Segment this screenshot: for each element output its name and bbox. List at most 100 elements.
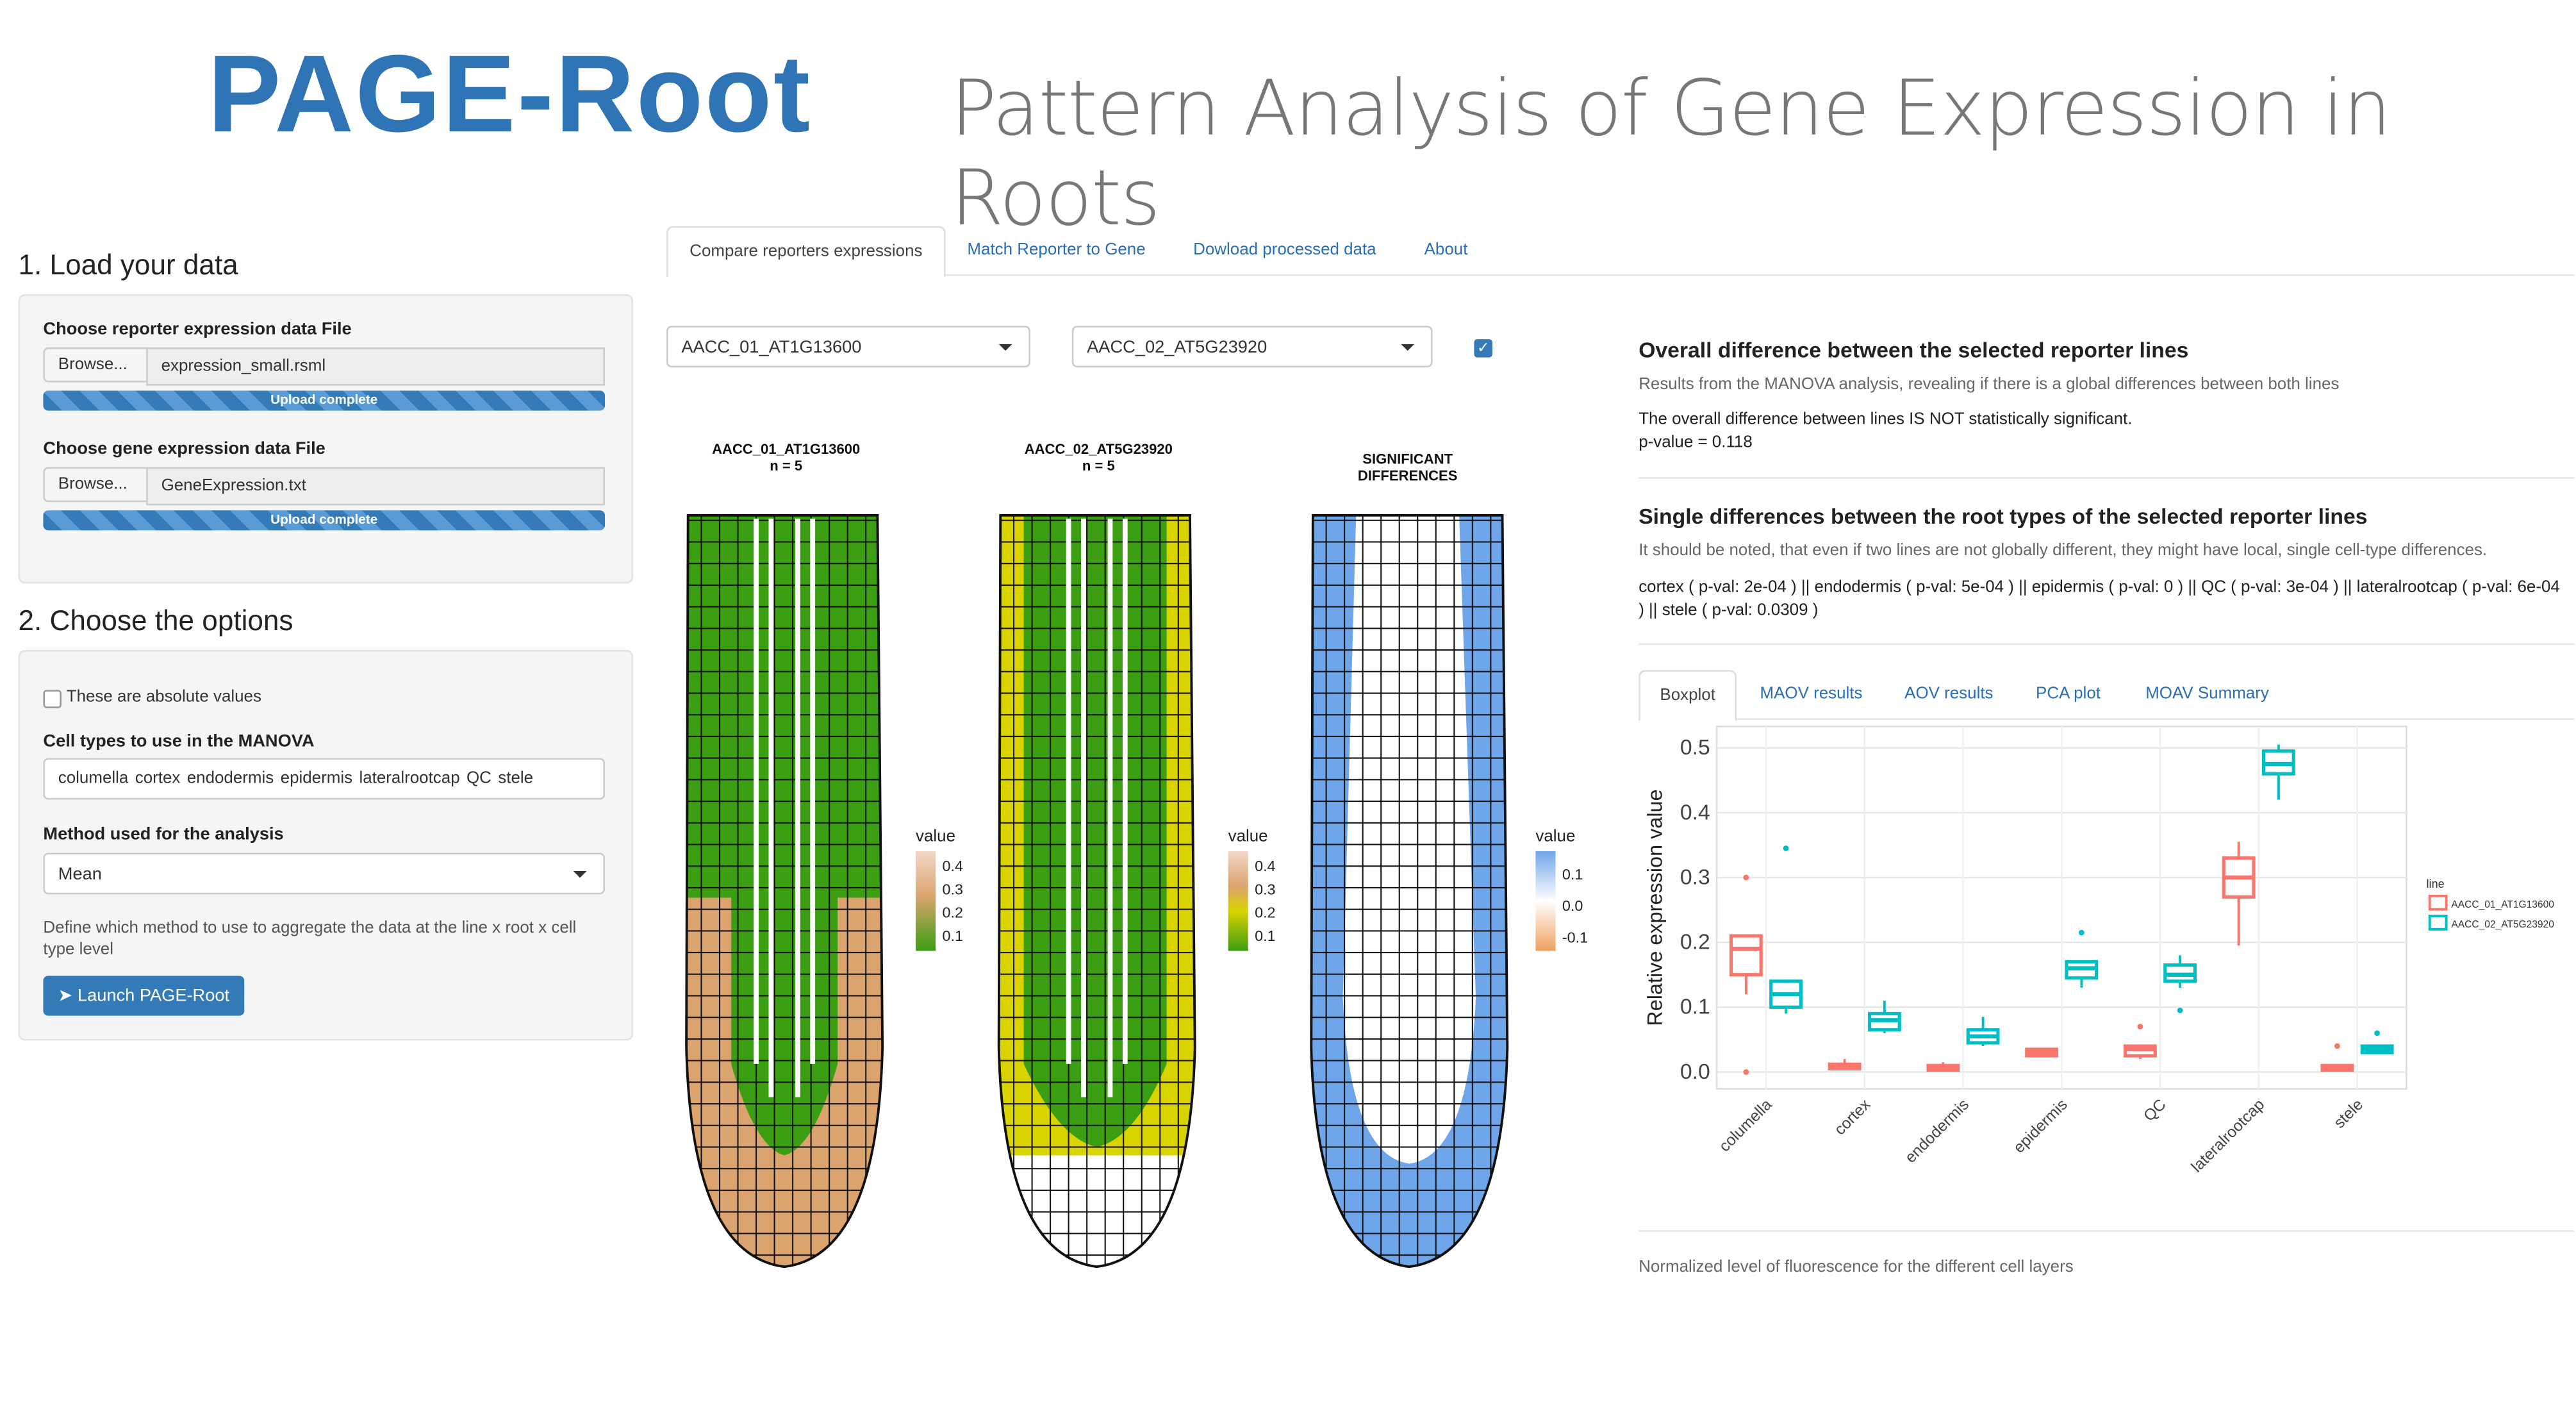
rule bbox=[1639, 643, 2575, 645]
legend-ticks: 0.4 0.3 0.2 0.1 bbox=[1255, 854, 1275, 947]
root-image bbox=[685, 514, 884, 1268]
tab[interactable]: About bbox=[1424, 241, 1468, 260]
plot-title-text: AACC_02_AT5G23920 bbox=[1024, 440, 1173, 458]
reporter-select[interactable]: AACC_01_AT1G13600 bbox=[666, 326, 1030, 368]
tab[interactable]: Boxplot bbox=[1639, 670, 1737, 722]
tab[interactable]: PCA plot bbox=[2036, 685, 2101, 704]
outlier bbox=[2137, 1024, 2143, 1030]
checkbox[interactable]: ✓ bbox=[1474, 339, 1492, 358]
tab[interactable]: Match Reporter to Gene bbox=[967, 241, 1146, 260]
y-tick-label: 0.0 bbox=[1680, 1060, 1710, 1084]
result-text: p-value = 0.118 bbox=[1639, 433, 1753, 453]
box bbox=[1729, 934, 1763, 977]
upload-panel bbox=[18, 294, 634, 584]
tag: epidermis bbox=[280, 769, 353, 788]
help-text: Define which method to use to aggregate … bbox=[43, 919, 577, 960]
legend-tick: 0.0 bbox=[1562, 897, 1583, 915]
legend-tick: 0.1 bbox=[942, 927, 963, 945]
checkbox[interactable] bbox=[43, 690, 62, 708]
x-tick-label: stele bbox=[2331, 1096, 2366, 1132]
legend-title: value bbox=[1535, 828, 1576, 847]
legend-tick: 0.3 bbox=[1255, 881, 1276, 898]
x-tick-label: epidermis bbox=[2010, 1096, 2071, 1157]
y-tick-label: 0.4 bbox=[1680, 800, 1710, 824]
caret bbox=[998, 344, 1012, 351]
tab[interactable]: MAOV results bbox=[1760, 685, 1863, 704]
options-panel bbox=[18, 650, 634, 1041]
reporter-select[interactable]: AACC_02_AT5G23920 bbox=[1071, 326, 1433, 368]
launch-button[interactable]: ➤ Launch PAGE-Root bbox=[43, 976, 245, 1016]
caption: Normalized level of fluorescence for the… bbox=[1639, 1258, 2074, 1277]
tab[interactable]: AOV results bbox=[1904, 685, 1994, 704]
cell-type-select[interactable]: columella cortex endodermis epidermis latera… bbox=[43, 758, 606, 800]
plot-title: AACC_01_AT1G13600 n = 5 bbox=[670, 440, 902, 474]
legend-tick: 0.4 bbox=[1255, 858, 1276, 875]
outlier bbox=[1743, 874, 1749, 881]
x-tick-label: QC bbox=[2140, 1096, 2169, 1125]
outlier bbox=[2078, 929, 2085, 936]
result-text: The overall difference between lines IS … bbox=[1639, 410, 2133, 429]
root-image bbox=[997, 514, 1196, 1268]
x-tick-label: cortex bbox=[1831, 1095, 1874, 1138]
legend-title: value bbox=[916, 828, 956, 847]
plot-title-text: AACC_01_AT1G13600 bbox=[712, 440, 861, 458]
select-value: Mean bbox=[58, 864, 102, 885]
rule bbox=[1639, 1230, 2575, 1232]
outlier bbox=[2177, 1007, 2183, 1013]
color-bar bbox=[1535, 851, 1556, 951]
result-heading: Single differences between the root type… bbox=[1639, 503, 2368, 529]
select-value: AACC_02_AT5G23920 bbox=[1087, 337, 1267, 358]
tab[interactable]: MOAV Summary bbox=[2145, 685, 2269, 704]
app-subtitle: Pattern Analysis of Gene Expression in R… bbox=[950, 63, 2391, 243]
file-name: GeneExpression.txt bbox=[146, 467, 606, 506]
tag: cortex bbox=[135, 769, 181, 788]
upload-progress: Upload complete bbox=[43, 510, 606, 531]
result-description: Results from the MANOVA analysis, reveal… bbox=[1639, 376, 2340, 394]
outlier bbox=[1743, 1069, 1749, 1075]
legend-tick: 0.4 bbox=[942, 858, 963, 875]
legend-ticks: 0.4 0.3 0.2 0.1 bbox=[943, 854, 963, 947]
y-tick-label: 0.3 bbox=[1680, 865, 1710, 889]
browse-button[interactable]: Browse... bbox=[43, 347, 148, 383]
legend-ticks: 0.1 0.0 -0.1 bbox=[1562, 860, 1588, 954]
legend-tick: 0.1 bbox=[1562, 866, 1583, 883]
field-label: Method used for the analysis bbox=[43, 824, 284, 845]
legend-label: AACC_01_AT1G13600 bbox=[2451, 899, 2554, 910]
color-bar bbox=[1228, 851, 1248, 951]
x-tick-label: lateralrootcap bbox=[2188, 1096, 2268, 1176]
file-name: expression_small.rsml bbox=[146, 347, 606, 386]
plot-subtitle: n = 5 bbox=[770, 457, 803, 474]
browse-button[interactable]: Browse... bbox=[43, 467, 148, 503]
color-bar bbox=[916, 851, 936, 951]
tab[interactable]: Dowload processed data bbox=[1193, 241, 1376, 260]
root-images bbox=[685, 514, 1509, 1268]
result-text: cortex ( p-val: 2e-04 ) || endodermis ( … bbox=[1639, 578, 2560, 620]
legend-tick: 0.3 bbox=[942, 881, 963, 898]
select-value: AACC_01_AT1G13600 bbox=[681, 337, 862, 358]
caret bbox=[1401, 344, 1415, 351]
y-tick-label: 0.1 bbox=[1680, 995, 1710, 1019]
section-heading: 1. Load your data bbox=[18, 249, 238, 281]
plot-subtitle: n = 5 bbox=[1082, 457, 1115, 474]
tag: lateralrootcap bbox=[359, 769, 460, 788]
y-tick-label: 0.2 bbox=[1680, 930, 1710, 954]
plot-title: SIGNIFICANT DIFFERENCES bbox=[1357, 450, 1458, 484]
section-heading: 2. Choose the options bbox=[18, 605, 293, 637]
tab-rule bbox=[1639, 718, 2575, 720]
legend-tick: 0.1 bbox=[1255, 927, 1276, 945]
x-tick-label: endodermis bbox=[1902, 1096, 1972, 1167]
result-heading: Overall difference between the selected … bbox=[1639, 337, 2189, 363]
boxplot: 0.0 0.1 0.2 0.3 0.4 0.5 columella cortex endoder… bbox=[1643, 726, 2554, 1176]
tab-rule bbox=[666, 274, 2575, 276]
tab[interactable]: Compare reporters expressions bbox=[666, 226, 946, 278]
outlier bbox=[1783, 845, 1789, 851]
x-tick-label: columella bbox=[1716, 1096, 1776, 1156]
y-axis-label: Relative expression value bbox=[1643, 789, 1666, 1026]
caret bbox=[573, 870, 587, 878]
method-select[interactable]: Mean bbox=[43, 853, 606, 895]
legend-label: AACC_02_AT5G23920 bbox=[2451, 919, 2554, 930]
legend-title: line bbox=[2427, 878, 2445, 890]
field-label: Choose reporter expression data File bbox=[43, 319, 352, 340]
